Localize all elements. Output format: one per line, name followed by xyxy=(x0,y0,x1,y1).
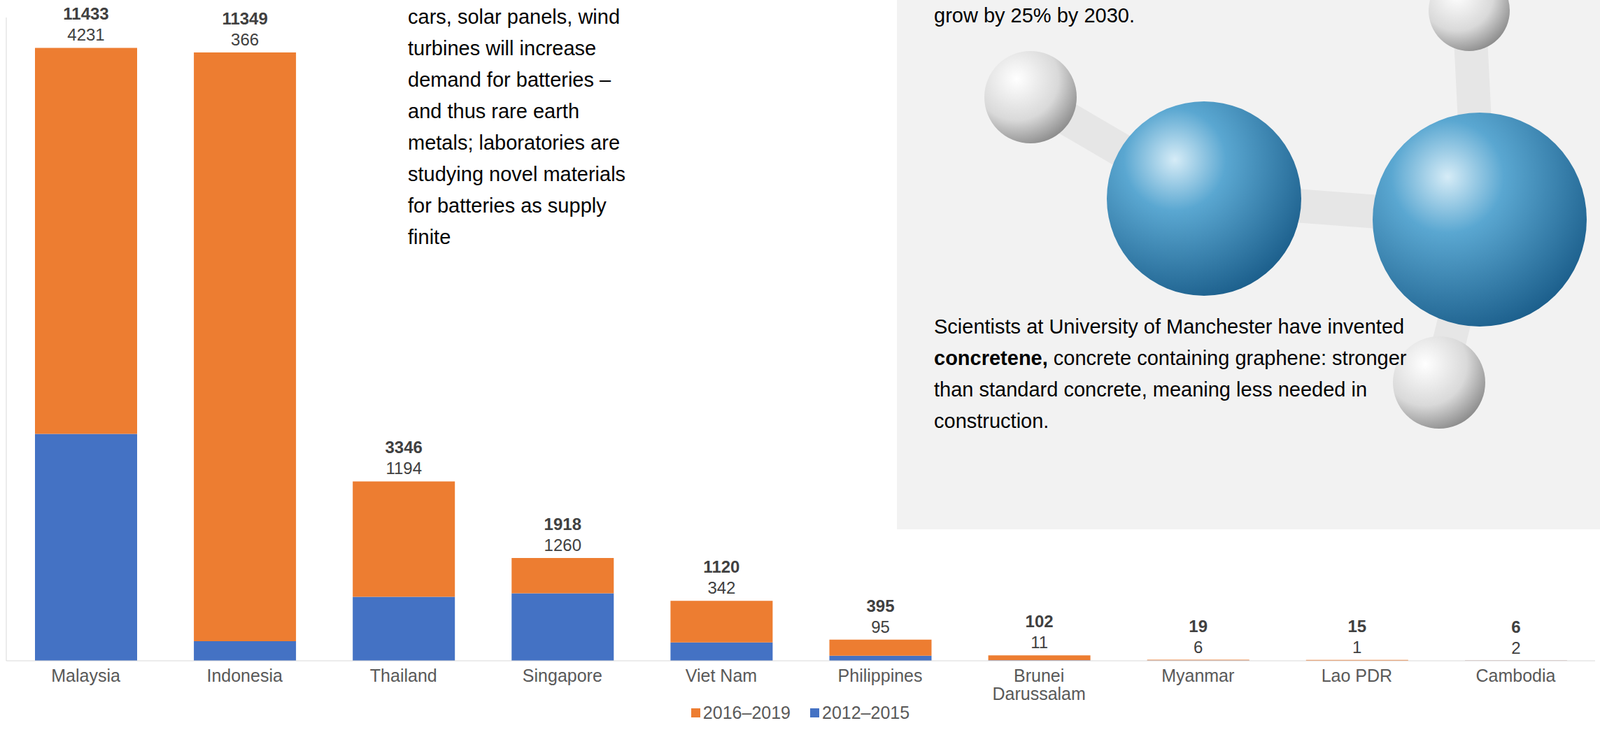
svg-text:1: 1 xyxy=(1352,638,1362,657)
html-text:grow by 25% by 2030.: grow by 25% by 2030. xyxy=(933,4,1135,27)
svg-text:95: 95 xyxy=(871,617,890,637)
svg-text:Myanmar: Myanmar xyxy=(1161,666,1235,686)
html-text:demand for batteries –: demand for batteries – xyxy=(407,68,611,91)
svg-text:1260: 1260 xyxy=(544,535,582,555)
html-text:turbines will increase: turbines will increase xyxy=(407,37,597,60)
svg-text:Cambodia: Cambodia xyxy=(1475,666,1556,686)
svg-text:1918: 1918 xyxy=(544,514,582,534)
html-text:studying novel materials: studying novel materials xyxy=(407,163,626,186)
svg-text:Viet Nam: Viet Nam xyxy=(685,666,757,686)
svg-text:6: 6 xyxy=(1511,617,1521,637)
svg-text:2: 2 xyxy=(1511,638,1521,658)
svg-text:4231: 4231 xyxy=(67,25,105,45)
html-text:concretene, concrete containin: concretene, concrete containing graphene… xyxy=(933,347,1407,433)
svg-text:Thailand: Thailand xyxy=(370,666,438,686)
svg-text:Malaysia: Malaysia xyxy=(51,666,121,686)
html-text:2012–2015: 2012–2015 xyxy=(822,703,910,723)
svg-text:102: 102 xyxy=(1025,612,1054,632)
html-text:2016–2019: 2016–2019 xyxy=(703,703,791,723)
html-text:metals; laboratories are: metals; laboratories are xyxy=(407,131,620,154)
svg-text:366: 366 xyxy=(230,30,259,49)
svg-text:Darussalam: Darussalam xyxy=(992,684,1086,704)
svg-text:342: 342 xyxy=(707,578,736,598)
svg-text:Singapore: Singapore xyxy=(522,666,603,686)
html-text:cars, solar panels, wind: cars, solar panels, wind xyxy=(407,5,620,28)
svg-text:19: 19 xyxy=(1188,617,1208,636)
svg-text:11349: 11349 xyxy=(221,9,268,28)
html-text:finite: finite xyxy=(407,225,451,249)
svg-text:11433: 11433 xyxy=(62,4,109,24)
svg-text:Philippines: Philippines xyxy=(838,666,923,686)
svg-text:Brunei: Brunei xyxy=(1013,666,1065,686)
svg-text:395: 395 xyxy=(866,596,895,616)
svg-text:15: 15 xyxy=(1347,617,1367,636)
svg-text:6: 6 xyxy=(1193,638,1203,657)
html-text:and thus rare earth: and thus rare earth xyxy=(407,100,580,123)
svg-text:11: 11 xyxy=(1030,633,1049,653)
svg-text:1194: 1194 xyxy=(385,458,422,478)
svg-text:Lao PDR: Lao PDR xyxy=(1321,666,1393,686)
html-text:for batteries as supply: for batteries as supply xyxy=(407,194,607,217)
svg-text:Indonesia: Indonesia xyxy=(206,666,283,686)
svg-text:1120: 1120 xyxy=(703,557,740,577)
html-text:Scientists at University of Ma: Scientists at University of Manchester h… xyxy=(933,315,1405,338)
svg-text:3346: 3346 xyxy=(385,437,423,457)
